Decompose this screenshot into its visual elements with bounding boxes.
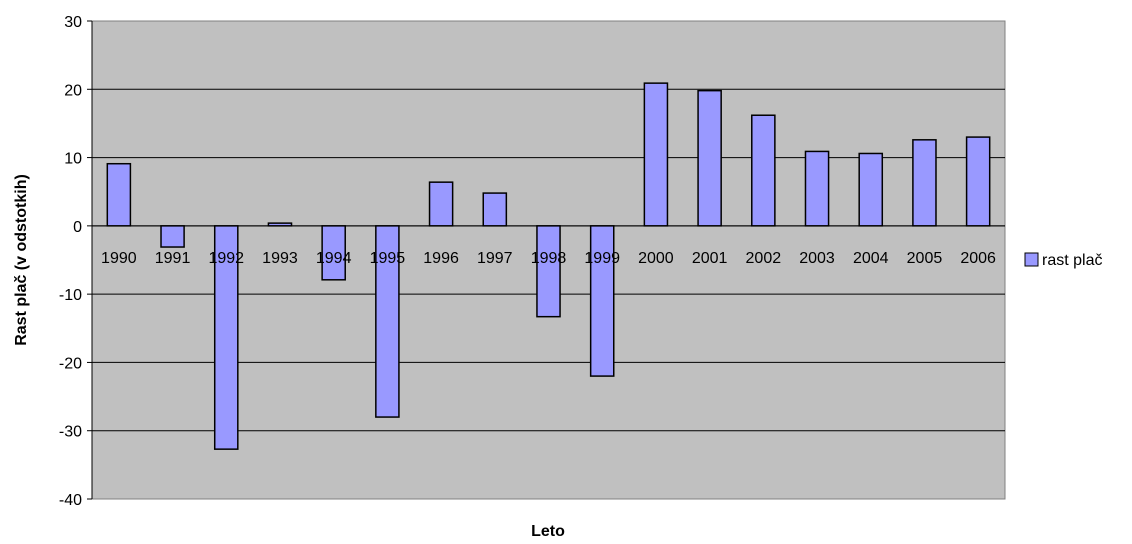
x-tick-label: 1990	[101, 250, 137, 267]
x-tick-label: 2006	[960, 250, 996, 267]
legend-swatch	[1024, 252, 1039, 267]
x-tick-label: 1993	[262, 250, 298, 267]
x-axis-title: Leto	[531, 523, 565, 540]
x-tick-label: 1996	[423, 250, 459, 267]
y-tick-label: -30	[59, 424, 82, 441]
bar-2005	[912, 139, 937, 227]
x-tick-label: 2002	[746, 250, 782, 267]
y-tick-label: -40	[59, 492, 82, 509]
bar-2003	[804, 150, 830, 227]
x-tick-label: 2005	[907, 250, 943, 267]
bar-1999	[589, 225, 615, 377]
x-axis-tick-labels: 1990 1991 1992 1993 1994 1995 1996 1997 1998 1999…	[101, 250, 996, 267]
bar-1990	[106, 162, 132, 227]
bar-2002	[751, 114, 776, 227]
bar-2001	[697, 89, 722, 227]
legend-label: rast plač	[1042, 252, 1102, 269]
bar-1998	[536, 225, 561, 318]
x-tick-label: 2004	[853, 250, 889, 267]
x-tick-label: 1994	[316, 250, 352, 267]
bar-1997	[482, 192, 508, 227]
x-tick-label: 2000	[638, 250, 674, 267]
bar-1996	[428, 181, 454, 227]
y-axis-title: Rast plač (v odstotkih)	[13, 174, 30, 346]
x-tick-label: 2003	[799, 250, 835, 267]
bars	[106, 82, 991, 450]
y-tick-label: 30	[64, 14, 82, 31]
y-tick-label: -10	[59, 287, 82, 304]
bar-2004	[858, 152, 884, 227]
x-tick-label: 1992	[208, 250, 244, 267]
bar-2000	[643, 82, 669, 227]
x-tick-label: 1998	[531, 250, 567, 267]
x-tick-label: 1997	[477, 250, 513, 267]
y-tick-label: 10	[64, 151, 82, 168]
x-tick-label: 2001	[692, 250, 728, 267]
x-tick-label: 1991	[155, 250, 191, 267]
x-tick-label: 1999	[584, 250, 620, 267]
y-tick-label: 0	[73, 219, 82, 236]
legend: rast plač	[1024, 252, 1102, 269]
bar-2006	[965, 136, 991, 227]
x-tick-label: 1995	[370, 250, 406, 267]
bar-1991	[160, 225, 185, 248]
y-tick-label: -20	[59, 355, 82, 372]
y-tick-label: 20	[64, 82, 82, 99]
y-axis: 30 20 10 0 -10 -20 -30 -40	[59, 14, 93, 509]
